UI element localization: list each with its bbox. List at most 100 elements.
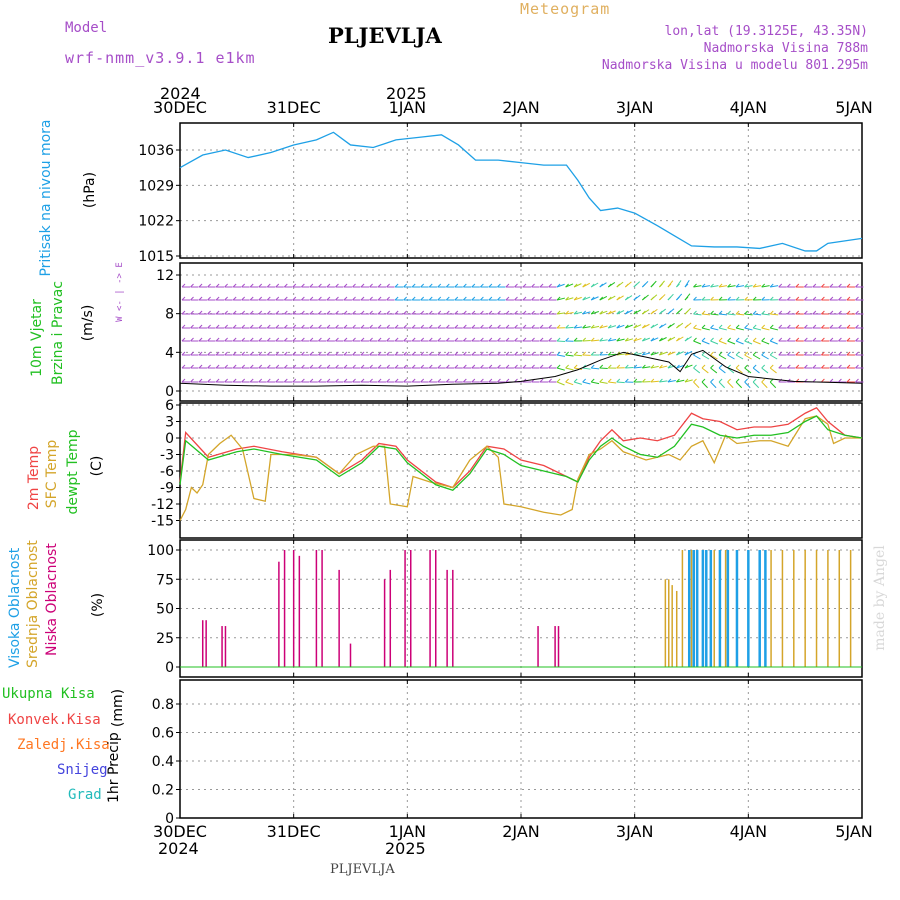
wind-barb bbox=[710, 324, 714, 329]
wind-barb bbox=[667, 324, 672, 329]
wind-barb bbox=[411, 283, 416, 288]
wind-barb bbox=[556, 337, 561, 342]
wind-barb bbox=[445, 296, 450, 301]
precip-frame bbox=[179, 679, 863, 819]
wind-barb bbox=[659, 337, 663, 342]
wind-barb bbox=[497, 324, 501, 329]
wind-barb bbox=[241, 324, 246, 329]
wind-barb bbox=[735, 381, 743, 389]
wind-barb bbox=[224, 283, 228, 288]
wind-barb bbox=[420, 324, 425, 329]
wind-barb bbox=[727, 351, 731, 356]
wind-barb bbox=[821, 337, 825, 342]
wind-barb bbox=[607, 283, 612, 288]
wind-barb bbox=[633, 337, 638, 342]
y-tick-label: 25 bbox=[156, 631, 174, 647]
top-year-2025: 2025 bbox=[386, 84, 427, 103]
wind-barb bbox=[735, 310, 740, 315]
wind-barb bbox=[403, 351, 408, 356]
wind-barb bbox=[403, 337, 408, 342]
wind-barb bbox=[624, 310, 629, 315]
y-tick-label: 0 bbox=[165, 431, 174, 447]
y-tick-label: 0.6 bbox=[152, 726, 174, 742]
wind-barb bbox=[846, 296, 851, 301]
wind-barb bbox=[659, 283, 663, 288]
wind-barb bbox=[556, 378, 561, 383]
wind-barb bbox=[181, 296, 186, 301]
wind-barb bbox=[846, 283, 851, 288]
wind-barb bbox=[411, 351, 416, 356]
wind-frame bbox=[179, 262, 863, 402]
wind-barb bbox=[190, 364, 194, 369]
wind-barb bbox=[258, 283, 263, 288]
wind-barb bbox=[701, 283, 706, 288]
wind-barb bbox=[462, 324, 467, 329]
wind-barb bbox=[514, 364, 518, 369]
wind-barb bbox=[684, 324, 689, 329]
wind-barb bbox=[181, 378, 186, 383]
wind-barb bbox=[514, 310, 518, 315]
wind-barb bbox=[318, 351, 322, 356]
wind-barb bbox=[667, 364, 672, 369]
wind-barb bbox=[557, 340, 566, 343]
wind-barb bbox=[821, 283, 825, 288]
wind-barb bbox=[386, 378, 390, 383]
wind-barb bbox=[607, 310, 612, 315]
wind-barb bbox=[386, 351, 390, 356]
wind-barb bbox=[480, 351, 484, 356]
y-tick-label: 4 bbox=[165, 345, 174, 361]
wind-barb bbox=[369, 351, 373, 356]
wind-barb bbox=[309, 364, 314, 369]
wind-barb bbox=[599, 283, 604, 288]
wind-barb bbox=[710, 313, 719, 316]
wind-barb bbox=[829, 296, 834, 301]
wind-barb bbox=[258, 296, 263, 301]
wind-barb bbox=[335, 324, 339, 329]
wind-barb bbox=[701, 354, 710, 360]
wind-barb bbox=[778, 296, 783, 301]
y-tick-label: 1015 bbox=[138, 249, 174, 265]
wind-barb bbox=[539, 324, 544, 329]
wind-barb bbox=[573, 296, 578, 301]
wind-barb bbox=[386, 283, 390, 288]
wind-barb bbox=[531, 310, 535, 315]
wind-barb bbox=[624, 337, 629, 342]
wind-barb bbox=[258, 364, 263, 369]
wind-barb bbox=[607, 324, 612, 329]
wind-barb bbox=[786, 310, 791, 315]
wind-barb bbox=[590, 364, 595, 369]
wind-barb bbox=[531, 351, 535, 356]
wind-barb bbox=[846, 378, 851, 383]
wind-barb bbox=[437, 351, 442, 356]
wind-barb bbox=[684, 378, 689, 383]
wind-barb bbox=[556, 297, 565, 301]
wind-barb bbox=[659, 310, 663, 315]
wind-barb bbox=[735, 283, 740, 288]
wind-barb bbox=[343, 324, 348, 329]
wind-barb bbox=[548, 364, 552, 369]
wind-barb bbox=[318, 364, 322, 369]
wind-barb bbox=[642, 352, 651, 356]
wind-barb bbox=[650, 310, 655, 315]
wind-barb bbox=[565, 378, 569, 383]
wind-barb bbox=[718, 324, 723, 329]
wind-barb bbox=[360, 283, 365, 288]
wind-barb bbox=[599, 296, 604, 301]
wind-barb bbox=[616, 283, 621, 288]
wind-barb bbox=[309, 310, 314, 315]
wind-barb bbox=[838, 364, 842, 369]
wind-barb bbox=[710, 367, 718, 374]
wind-barb bbox=[599, 378, 604, 383]
wind-barb bbox=[693, 313, 702, 316]
wind-barb bbox=[514, 283, 518, 288]
wind-barb bbox=[369, 337, 373, 342]
wind-barb bbox=[795, 310, 800, 315]
wind-barb bbox=[778, 351, 783, 356]
wind-barb bbox=[786, 364, 791, 369]
wind-barb bbox=[198, 364, 203, 369]
wind-barb bbox=[727, 354, 735, 360]
wind-barb bbox=[659, 364, 663, 369]
wind-barb bbox=[633, 364, 638, 369]
wind-barb bbox=[590, 310, 595, 315]
wind-barb bbox=[667, 283, 672, 288]
